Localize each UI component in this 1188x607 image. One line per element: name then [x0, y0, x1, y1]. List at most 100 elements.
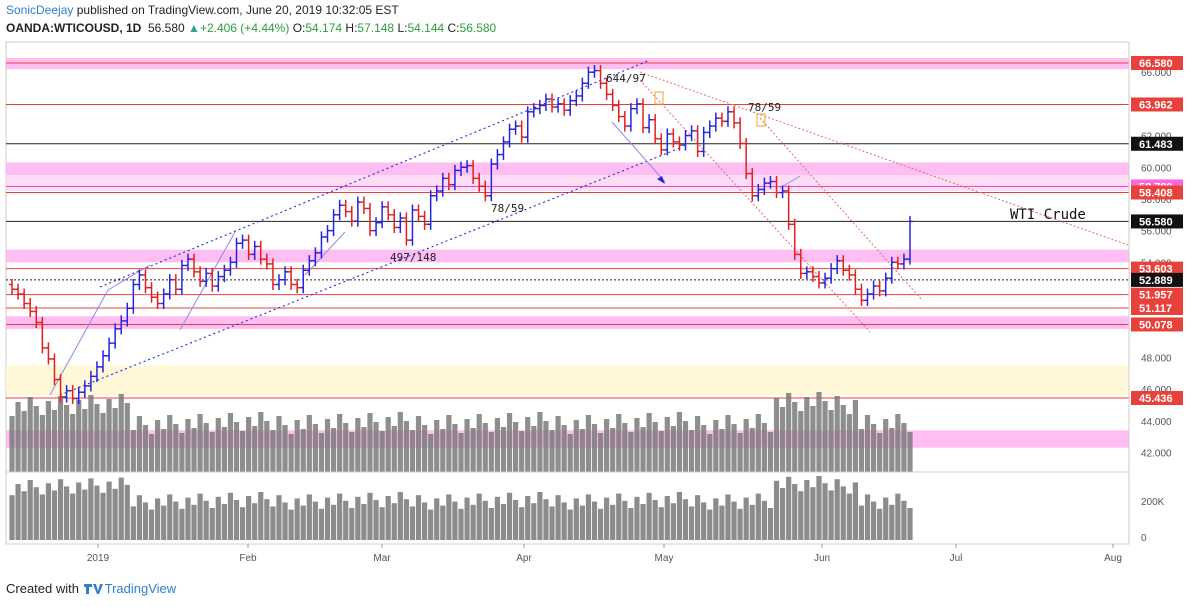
ohlc-bar: [828, 263, 835, 284]
ohlc-bar: [809, 266, 816, 283]
annotation-label: 78/59: [748, 101, 781, 114]
price-tag-label: 66.580: [1139, 58, 1173, 70]
price-tag-label: 52.889: [1139, 275, 1173, 287]
price-tag: 56.580: [1131, 214, 1183, 229]
ohlc-bar: [154, 291, 161, 310]
price-tag: 61.483: [1131, 136, 1183, 151]
ohlc-bar: [791, 218, 798, 260]
ohlc-bar: [197, 266, 204, 287]
volume-bar: [688, 430, 695, 472]
zone-5: [6, 365, 1129, 396]
volume-pane-bar: [94, 485, 100, 540]
ohlc-bar: [263, 253, 270, 270]
volume-pane-bar: [209, 508, 215, 540]
trendline-4: [639, 79, 871, 333]
volume-pane-bar: [725, 494, 731, 540]
volume-pane-bar: [203, 500, 209, 540]
publish-info: SonicDeejay published on TradingView.com…: [6, 3, 399, 17]
ohlc-bar: [172, 274, 179, 295]
ohlc-bar: [275, 274, 282, 291]
ohlc-bar: [870, 280, 877, 300]
volume-pane-bar: [197, 493, 203, 540]
volume-pane-bar: [343, 500, 349, 540]
price-tag: 51.957: [1131, 287, 1183, 302]
author-link[interactable]: SonicDeejay: [6, 3, 74, 17]
volume-pane-bar: [670, 503, 676, 540]
volume-bar: [76, 400, 82, 472]
ohlc-bar: [712, 112, 719, 132]
volume-bar: [628, 432, 634, 472]
ohlc-bar: [846, 264, 853, 281]
volume-bar: [203, 423, 209, 472]
ohlc-bar: [858, 283, 865, 306]
volume-pane-bar: [318, 508, 325, 540]
volume-pane-bar: [634, 496, 640, 540]
volume-bar: [343, 423, 349, 472]
x-tick-label: Aug: [1104, 553, 1122, 564]
ohlc-bar: [106, 337, 113, 362]
volume-bar: [640, 427, 646, 472]
volume-bar: [21, 411, 27, 472]
x-tick-label: Feb: [239, 553, 257, 564]
marker-box-2: [654, 91, 664, 105]
volume-pane-bar: [743, 497, 749, 540]
trendline-1: [59, 147, 681, 396]
ohlc-bar: [251, 240, 258, 260]
volume-pane-bar: [288, 509, 294, 540]
volume-pane-bar: [440, 505, 446, 540]
volume-pane-bar: [658, 507, 664, 540]
volume-pane-bar: [707, 509, 713, 540]
ohlc-bar: [184, 253, 191, 272]
volume-bar: [707, 434, 713, 472]
volume-bar: [167, 415, 173, 472]
volume-pane-bar: [155, 498, 161, 540]
tradingview-link[interactable]: TradingView: [104, 581, 177, 596]
volume-pane-bar: [470, 504, 476, 540]
volume-pane-bar: [300, 505, 306, 540]
volume-bar: [130, 430, 136, 472]
ohlc-bar: [433, 185, 440, 202]
volume-pane-bar: [276, 495, 282, 540]
volume-pane-bar: [82, 489, 88, 540]
volume-pane-bar: [167, 494, 173, 540]
open-label: O:: [292, 21, 306, 35]
volume-bar: [622, 423, 628, 472]
ohlc-bar: [451, 164, 458, 191]
price-tag-label: 51.957: [1139, 290, 1173, 302]
volume-pane-bar: [100, 492, 106, 540]
y-tick-label: 66.000: [1141, 68, 1172, 79]
ohlc-bar: [761, 177, 768, 195]
ohlc-bar: [852, 269, 859, 295]
ohlc-bar: [579, 77, 586, 102]
volume-pane-bar: [798, 491, 804, 540]
volume-bar: [173, 424, 179, 472]
volume-bar: [318, 433, 325, 472]
ohlc-bar: [124, 302, 131, 327]
volume-pane-bar: [403, 499, 409, 540]
ohlc-bar: [45, 342, 52, 365]
volume-pane-bar: [604, 497, 610, 540]
ohlc-bar: [9, 278, 15, 295]
volume-pane-bar: [506, 492, 513, 540]
volume-bar: [604, 419, 610, 472]
price-tag: 66.580: [1131, 56, 1183, 70]
ohlc-bar: [633, 98, 640, 115]
ohlc-bar: [445, 172, 452, 191]
time-axis[interactable]: 2019 Feb Mar Apr May Jun Jul Aug: [87, 544, 1122, 564]
volume-bar: [227, 413, 234, 472]
ohlc-bar: [864, 288, 871, 306]
volume-bar: [519, 431, 525, 472]
price-tag: 50.078: [1131, 317, 1183, 332]
volume-bar: [458, 433, 464, 472]
y-tick-label: 60.000: [1141, 163, 1172, 174]
volume-pane-bar: [864, 494, 871, 540]
ohlc-bar: [682, 130, 689, 151]
trendline-0: [99, 59, 651, 288]
volume-tick-label: 200K: [1141, 497, 1165, 508]
volume-bar: [883, 419, 889, 472]
volume-bar: [761, 423, 767, 472]
volume-bar: [434, 420, 440, 472]
trendline-6: [107, 264, 151, 291]
created-with-label: Created with: [6, 581, 79, 596]
